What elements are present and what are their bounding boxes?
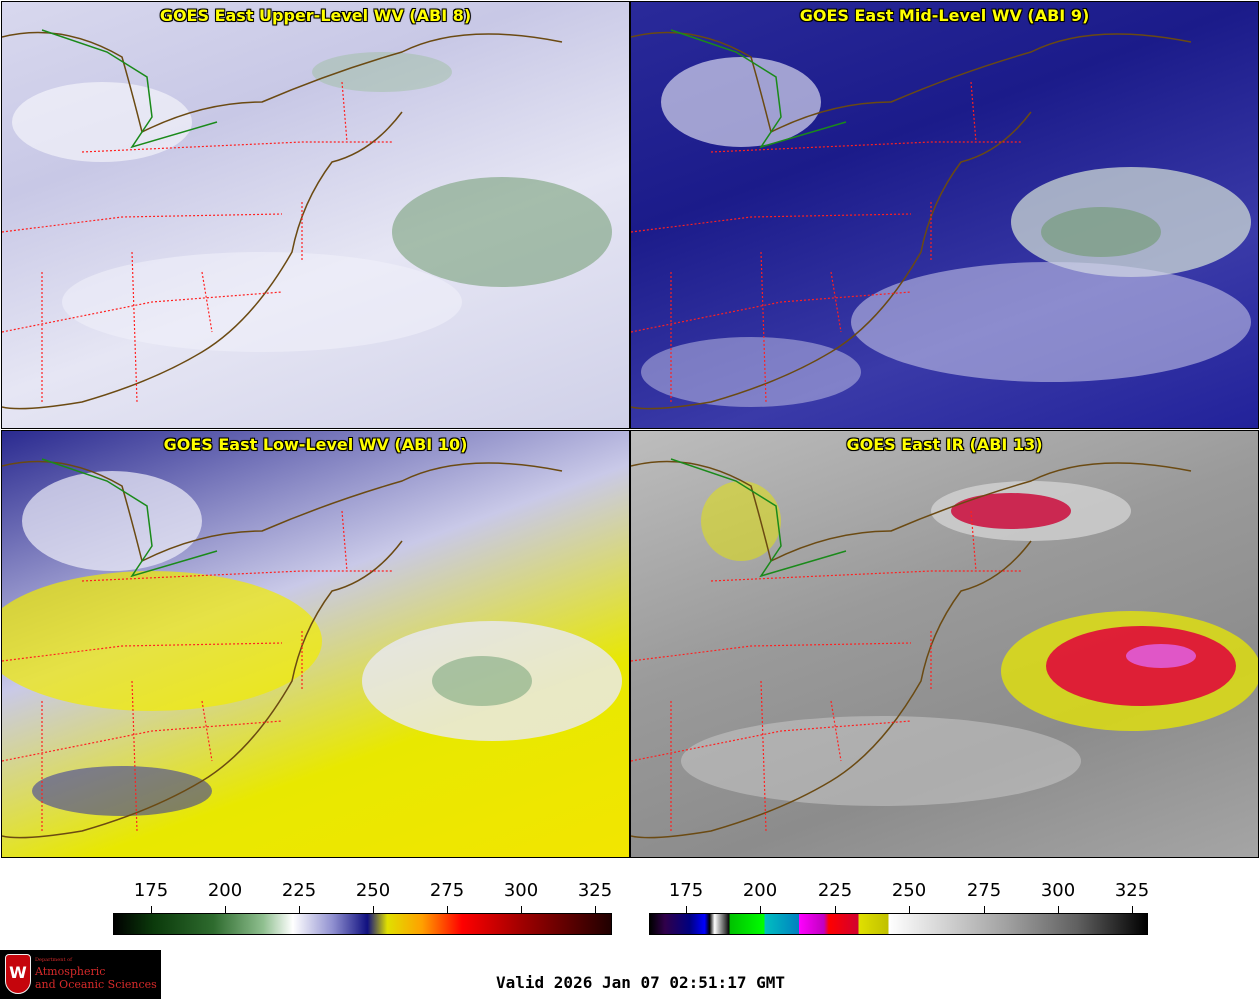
wv-tick-mark	[595, 906, 596, 913]
wv-tick-mark	[299, 906, 300, 913]
logo-line-2: and Oceanic Sciences	[35, 978, 157, 991]
valid-time: Valid 2026 Jan 07 02:51:17 GMT	[496, 973, 785, 992]
ir-colorbar: 175 200 225 250 275 300 325	[649, 880, 1150, 940]
wv-tick-mark	[521, 906, 522, 913]
wv-tick-label: 200	[207, 880, 243, 901]
ir-tick-mark	[1132, 906, 1133, 913]
ir-colorbar-ticks: 175 200 225 250 275 300 325	[649, 880, 1150, 902]
ir-tick-mark	[909, 906, 910, 913]
ir-tick-mark	[1058, 906, 1059, 913]
aos-logo: W Department of Atmospheric and Oceanic …	[0, 950, 161, 999]
wv-colorbar-ticks: 175 200 225 250 275 300 325	[113, 880, 612, 902]
panel-title: GOES East Mid-Level WV (ABI 9)	[799, 6, 1090, 25]
logo-line-1: Atmospheric	[35, 965, 106, 978]
low-level-wv-map	[2, 458, 622, 839]
mid-level-wv-panel: GOES East Mid-Level WV (ABI 9)	[630, 1, 1259, 429]
logo-dept-line: Department of	[35, 957, 72, 963]
wv-tick-label: 275	[429, 880, 465, 901]
ir-tick-mark	[835, 906, 836, 913]
ir-map	[631, 458, 1258, 839]
wv-tick-mark	[225, 906, 226, 913]
ir-tick-label: 275	[966, 880, 1002, 901]
ir-panel: GOES East IR (ABI 13)	[630, 430, 1259, 858]
wv-tick-label: 325	[577, 880, 613, 901]
mid-level-wv-map	[631, 29, 1251, 410]
panel-title: GOES East IR (ABI 13)	[846, 435, 1043, 454]
upper-level-wv-panel: GOES East Upper-Level WV (ABI 8)	[1, 1, 630, 429]
ir-tick-mark	[984, 906, 985, 913]
uw-crest-icon: W	[5, 954, 31, 994]
wv-tick-mark	[373, 906, 374, 913]
ir-tick-label: 325	[1114, 880, 1150, 901]
ir-tick-label: 175	[668, 880, 704, 901]
ir-tick-label: 200	[742, 880, 778, 901]
panel-title: GOES East Upper-Level WV (ABI 8)	[159, 6, 472, 25]
ir-tick-label: 250	[891, 880, 927, 901]
wv-tick-label: 250	[355, 880, 391, 901]
upper-level-wv-map	[2, 29, 612, 410]
wv-colorbar: 175 200 225 250 275 300 325	[113, 880, 612, 940]
wv-tick-label: 300	[503, 880, 539, 901]
ir-tick-mark	[760, 906, 761, 913]
panel-title: GOES East Low-Level WV (ABI 10)	[163, 435, 468, 454]
low-level-wv-panel: GOES East Low-Level WV (ABI 10)	[1, 430, 630, 858]
wv-tick-label: 175	[133, 880, 169, 901]
ir-tick-label: 300	[1040, 880, 1076, 901]
ir-colorbar-gradient	[649, 913, 1148, 935]
wv-tick-mark	[447, 906, 448, 913]
wv-tick-mark	[151, 906, 152, 913]
ir-tick-mark	[686, 906, 687, 913]
wv-colorbar-gradient	[113, 913, 612, 935]
wv-tick-label: 225	[281, 880, 317, 901]
ir-tick-label: 225	[817, 880, 853, 901]
